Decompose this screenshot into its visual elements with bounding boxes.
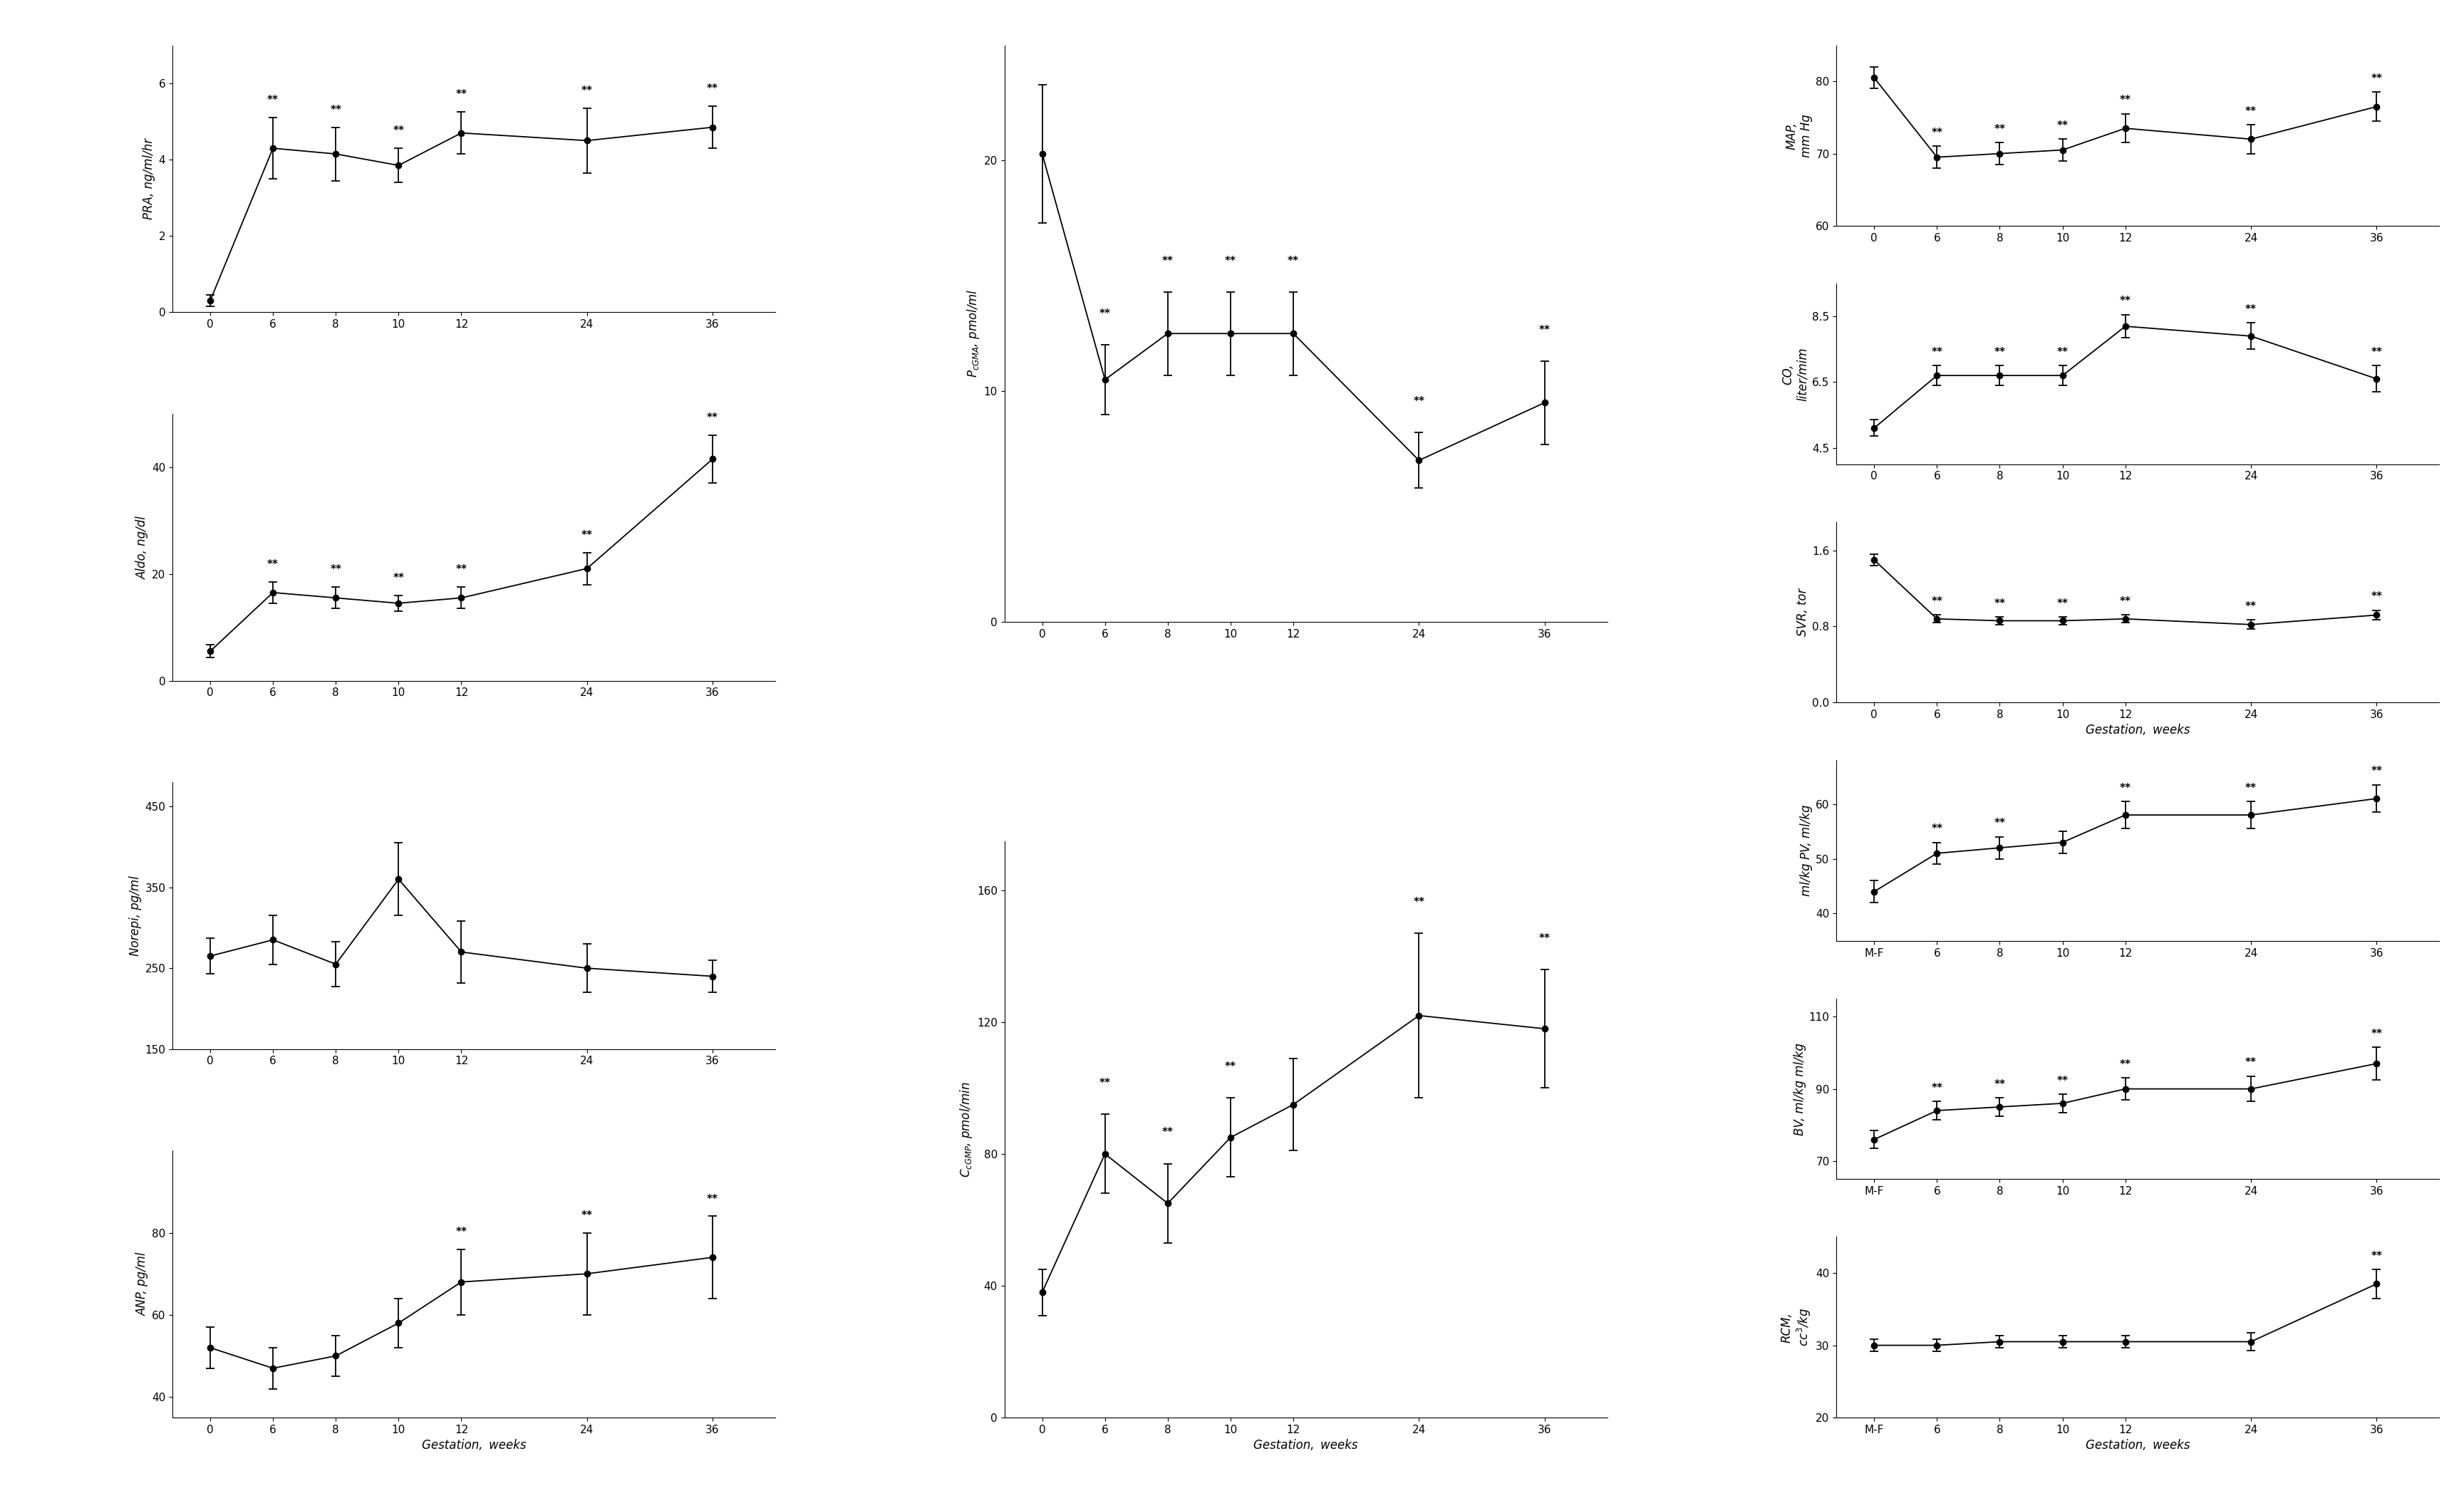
Text: **: ** <box>2245 1057 2257 1068</box>
X-axis label: Gestation,  weeks: Gestation, weeks <box>2085 724 2190 737</box>
Text: **: ** <box>1932 823 1942 834</box>
Text: **: ** <box>2245 106 2257 116</box>
Text: **: ** <box>2119 95 2131 106</box>
Y-axis label: SVR, tor: SVR, tor <box>1796 588 1809 636</box>
Text: **: ** <box>2370 347 2383 357</box>
X-axis label: Gestation,  weeks: Gestation, weeks <box>421 1439 527 1452</box>
Text: **: ** <box>707 83 719 95</box>
Text: **: ** <box>392 125 404 136</box>
Text: **: ** <box>1414 397 1424 407</box>
Text: **: ** <box>2057 121 2067 131</box>
Text: **: ** <box>2057 347 2067 357</box>
Text: **: ** <box>330 564 342 575</box>
Text: **: ** <box>582 86 594 97</box>
Text: **: ** <box>1932 1083 1942 1093</box>
Y-axis label: CO,
liter/mim: CO, liter/mim <box>1781 347 1809 401</box>
Text: **: ** <box>2245 602 2257 612</box>
Text: **: ** <box>1099 1078 1111 1089</box>
Text: **: ** <box>2370 1250 2383 1261</box>
Text: **: ** <box>2370 591 2383 602</box>
Text: **: ** <box>2119 1059 2131 1071</box>
Text: **: ** <box>2057 599 2067 609</box>
X-axis label: Gestation,  weeks: Gestation, weeks <box>2085 1439 2190 1452</box>
Y-axis label: PRA, ng/ml/hr: PRA, ng/ml/hr <box>143 139 155 219</box>
Text: **: ** <box>1993 817 2006 829</box>
Text: **: ** <box>707 1193 719 1205</box>
Text: **: ** <box>1932 347 1942 357</box>
Text: **: ** <box>1225 255 1237 265</box>
Text: **: ** <box>1993 124 2006 134</box>
Y-axis label: ANP, pg/ml: ANP, pg/ml <box>136 1252 148 1316</box>
Y-axis label: MAP,
mm Hg: MAP, mm Hg <box>1784 115 1814 157</box>
Text: **: ** <box>707 412 719 424</box>
Text: **: ** <box>582 529 594 540</box>
Text: **: ** <box>1993 347 2006 357</box>
Text: **: ** <box>1225 1062 1237 1072</box>
Y-axis label: RCM,
$cc^3$/kg: RCM, $cc^3$/kg <box>1779 1307 1814 1347</box>
X-axis label: Gestation,  weeks: Gestation, weeks <box>1254 1439 1358 1452</box>
Y-axis label: Aldo, ng/dl: Aldo, ng/dl <box>136 516 148 579</box>
Text: **: ** <box>2245 783 2257 793</box>
Text: **: ** <box>2119 296 2131 306</box>
Text: **: ** <box>456 89 468 100</box>
Text: **: ** <box>1540 933 1550 944</box>
Text: **: ** <box>1993 1080 2006 1090</box>
Text: **: ** <box>2370 1028 2383 1039</box>
Text: **: ** <box>1163 1126 1173 1139</box>
Text: **: ** <box>582 1209 594 1220</box>
Text: **: ** <box>266 559 278 570</box>
Text: **: ** <box>456 564 468 575</box>
Text: **: ** <box>1932 596 1942 606</box>
Text: **: ** <box>1289 255 1299 265</box>
Text: **: ** <box>1932 128 1942 139</box>
Text: **: ** <box>1099 309 1111 320</box>
Text: **: ** <box>2245 305 2257 315</box>
Y-axis label: $C_{cGMP}$, pmol/min: $C_{cGMP}$, pmol/min <box>958 1081 973 1178</box>
Text: **: ** <box>266 95 278 106</box>
Text: **: ** <box>2370 74 2383 84</box>
Text: **: ** <box>1540 324 1550 335</box>
Text: **: ** <box>1993 599 2006 609</box>
Text: **: ** <box>2370 766 2383 777</box>
Text: **: ** <box>2119 596 2131 606</box>
Text: **: ** <box>456 1226 468 1237</box>
Y-axis label: ml/kg PV, ml/kg: ml/kg PV, ml/kg <box>1799 805 1814 896</box>
Text: **: ** <box>2057 1075 2067 1086</box>
Y-axis label: BV, ml/kg ml/kg: BV, ml/kg ml/kg <box>1794 1042 1806 1136</box>
Text: **: ** <box>1163 255 1173 265</box>
Text: **: ** <box>2119 783 2131 793</box>
Y-axis label: $P_{cGMA}$, pmol/ml: $P_{cGMA}$, pmol/ml <box>966 290 981 379</box>
Text: **: ** <box>1414 897 1424 908</box>
Y-axis label: Norepi, pg/ml: Norepi, pg/ml <box>128 876 143 956</box>
Text: **: ** <box>330 104 342 115</box>
Text: **: ** <box>392 573 404 584</box>
